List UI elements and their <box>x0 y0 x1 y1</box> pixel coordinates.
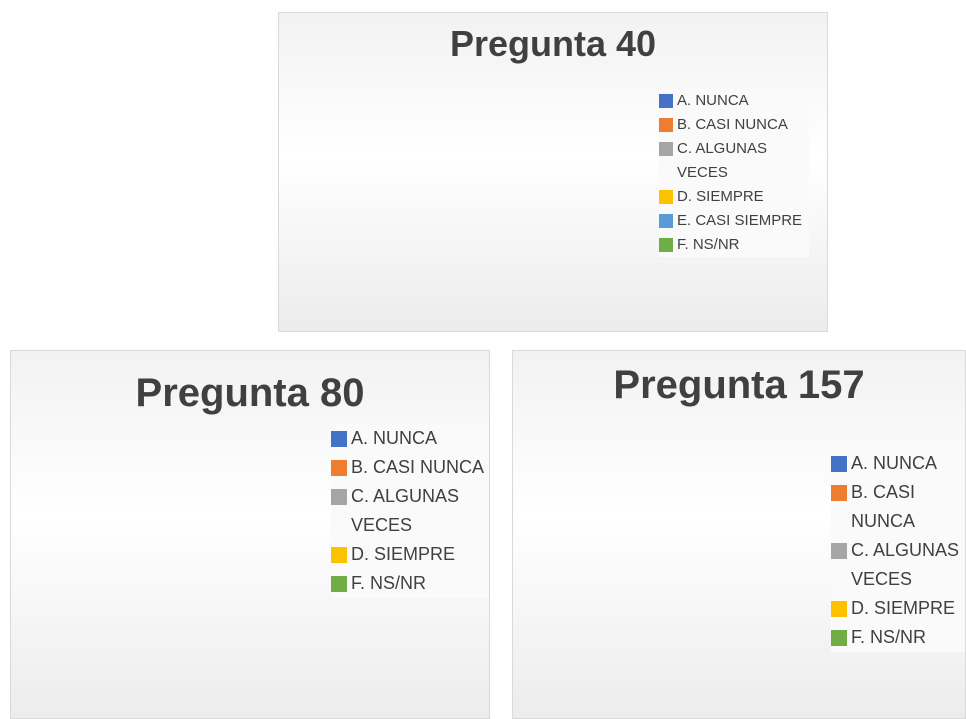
chart-panel: Pregunta 40 A. NUNCA B. CASI NUNCA C. ALGUN… <box>278 12 828 332</box>
legend-label: D. SIEMPRE <box>351 544 456 564</box>
legend: A. NUNCA B. CASI NUNCA C. ALGUNAS VECES D. … <box>331 424 489 598</box>
legend-swatch <box>331 430 347 447</box>
legend-item: D. SIEMPRE <box>331 540 489 569</box>
legend-item: D. SIEMPRE <box>659 185 809 209</box>
legend-swatch <box>331 575 347 592</box>
legend-swatch <box>831 484 847 501</box>
legend-item: C. ALGUNAS VECES <box>831 536 965 594</box>
legend-swatch <box>331 546 347 563</box>
legend-swatch <box>659 118 673 132</box>
legend-label: F. NS/NR <box>677 236 740 253</box>
legend-label: D. SIEMPRE <box>851 598 956 618</box>
legend-item: F. NS/NR <box>331 569 489 598</box>
chart-panel: Pregunta 80 A. NUNCA B. CASI NUNCA C. ALGUN… <box>10 350 490 719</box>
legend-label: B. CASI NUNCA <box>851 482 916 531</box>
legend-label: D. SIEMPRE <box>677 188 764 205</box>
legend-swatch <box>831 600 847 617</box>
legend-label: C. ALGUNAS VECES <box>677 140 768 181</box>
legend-label: F. NS/NR <box>351 573 427 593</box>
legend-swatch <box>331 488 347 505</box>
legend-swatch <box>659 94 673 108</box>
legend-label: A. NUNCA <box>351 428 438 448</box>
legend-item: B. CASI NUNCA <box>331 453 489 482</box>
legend-label: A. NUNCA <box>851 453 938 473</box>
legend-item: A. NUNCA <box>331 424 489 453</box>
legend-item: F. NS/NR <box>659 233 809 257</box>
legend-swatch <box>659 190 673 204</box>
legend-swatch <box>659 142 673 156</box>
legend-item: A. NUNCA <box>659 89 809 113</box>
legend-label: C. ALGUNAS VECES <box>351 486 460 535</box>
legend-swatch <box>831 629 847 646</box>
legend-item: A. NUNCA <box>831 449 965 478</box>
chart-panel: Pregunta 157 A. NUNCA B. CASI NUNCA C. ALGU… <box>512 350 966 719</box>
legend-item: F. NS/NR <box>831 623 965 652</box>
legend: A. NUNCA B. CASI NUNCA C. ALGUNAS VECES D. … <box>831 449 965 652</box>
legend-item: C. ALGUNAS VECES <box>659 137 809 185</box>
legend-item: B. CASI NUNCA <box>659 113 809 137</box>
legend-label: B. CASI NUNCA <box>677 116 788 133</box>
legend-item: C. ALGUNAS VECES <box>331 482 489 540</box>
legend-label: F. NS/NR <box>851 627 927 647</box>
legend: A. NUNCA B. CASI NUNCA C. ALGUNAS VECES D. … <box>659 89 809 257</box>
chart-title: Pregunta 80 <box>135 371 365 415</box>
legend-swatch <box>659 238 673 252</box>
chart-title: Pregunta 40 <box>449 23 657 64</box>
legend-label: C. ALGUNAS VECES <box>851 540 960 589</box>
legend-swatch <box>331 459 347 476</box>
legend-item: D. SIEMPRE <box>831 594 965 623</box>
legend-swatch <box>659 214 673 228</box>
legend-swatch <box>831 542 847 559</box>
legend-swatch <box>831 455 847 472</box>
chart-title: Pregunta 157 <box>613 363 865 407</box>
legend-label: B. CASI NUNCA <box>351 457 485 477</box>
legend-label: A. NUNCA <box>677 92 749 109</box>
legend-item: B. CASI NUNCA <box>831 478 965 536</box>
legend-label: E. CASI SIEMPRE <box>677 212 803 229</box>
legend-item: E. CASI SIEMPRE <box>659 209 809 233</box>
